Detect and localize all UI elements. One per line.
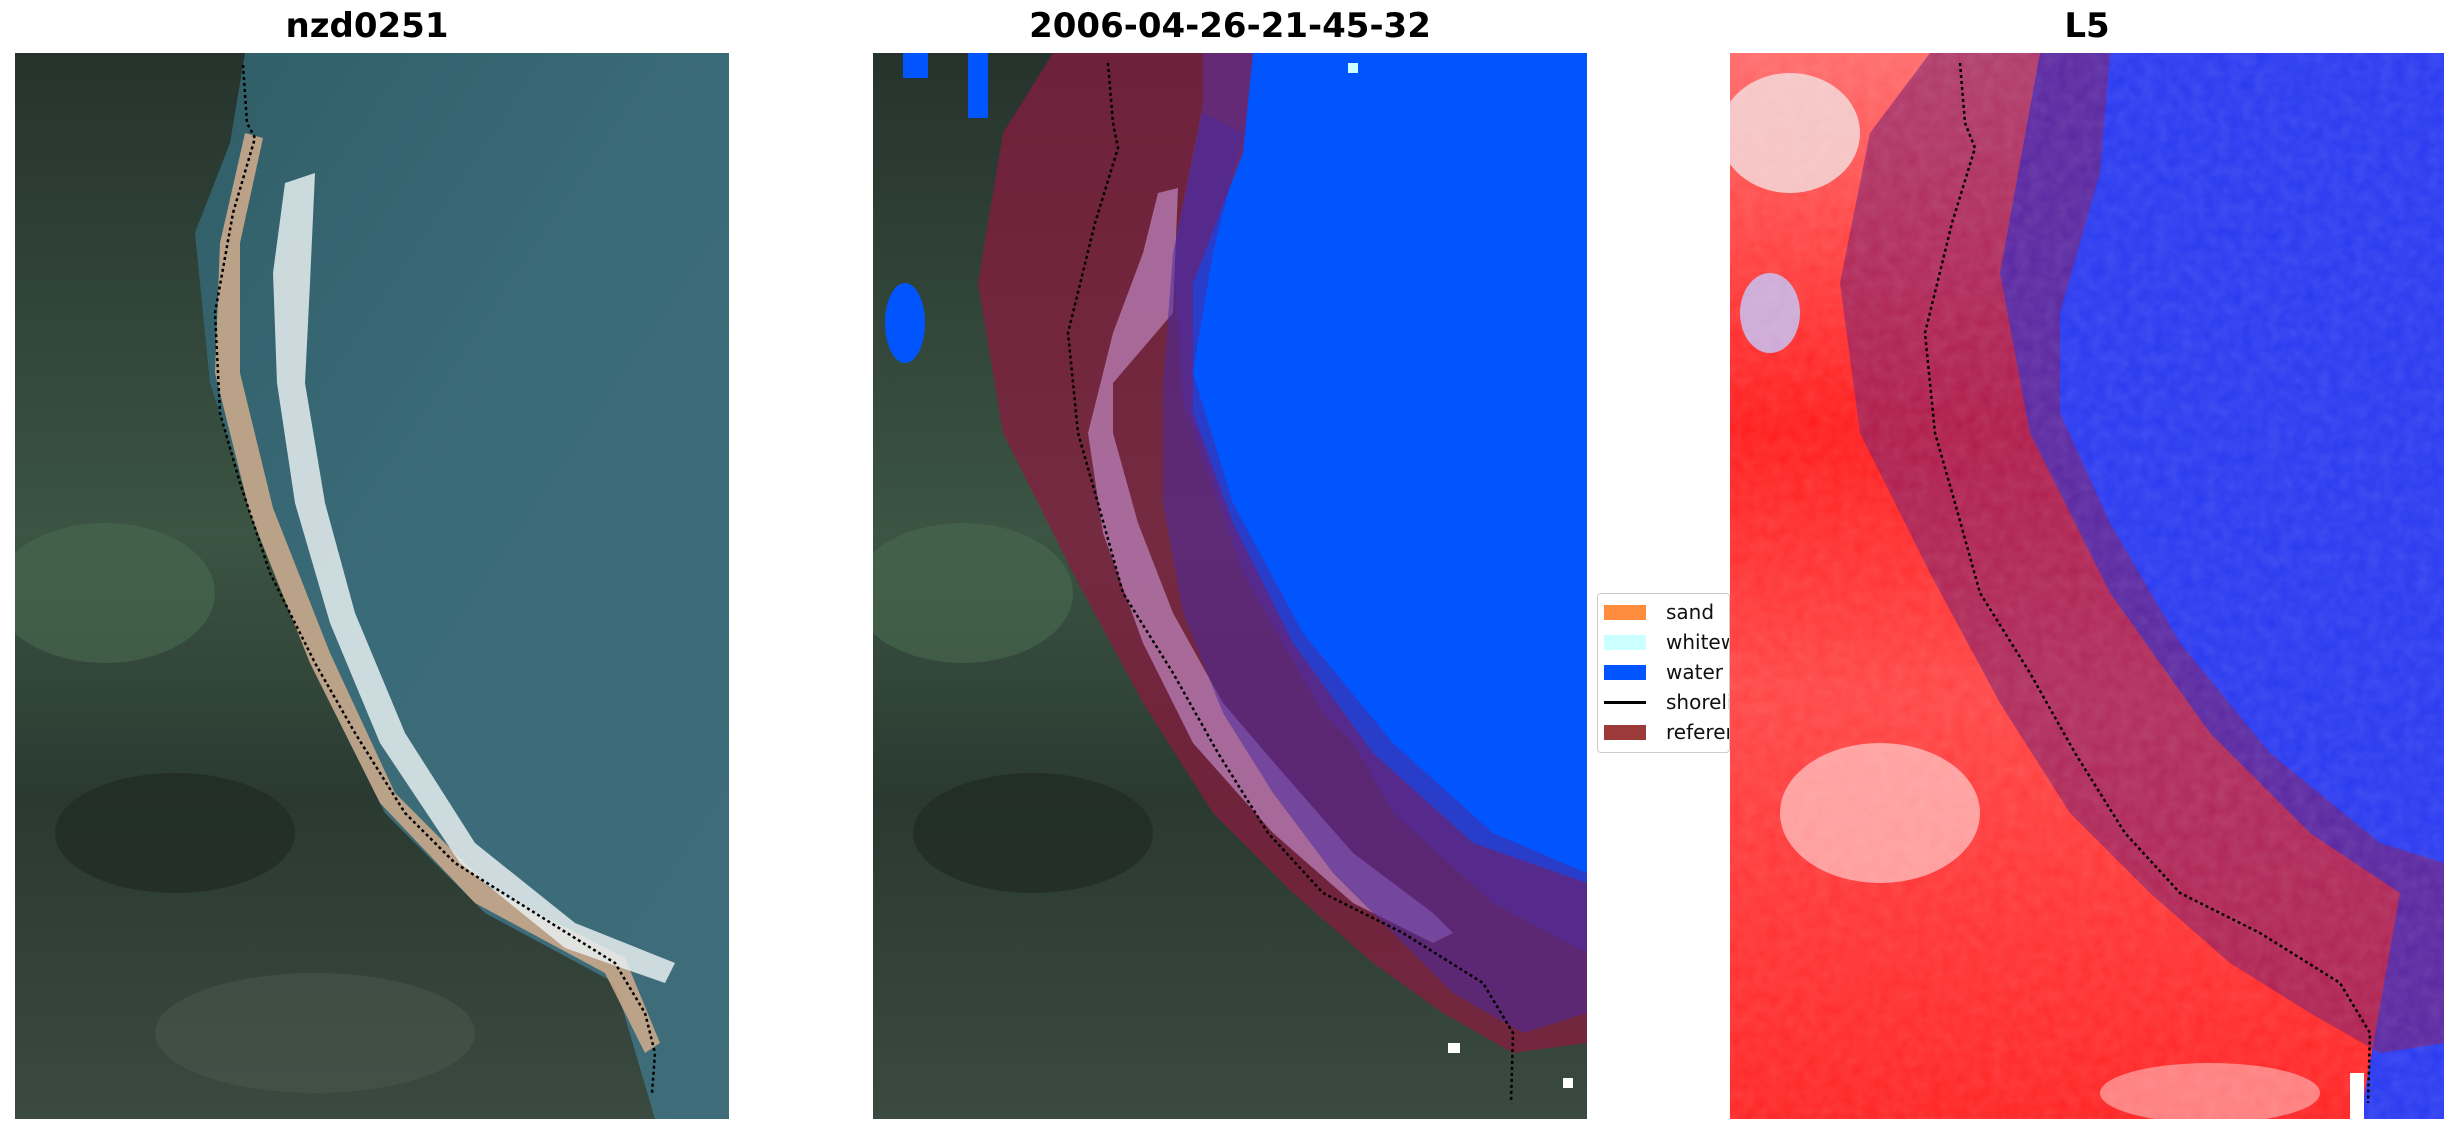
legend-swatch-water xyxy=(1604,664,1646,680)
legend-item-water: water xyxy=(1604,660,1723,684)
panel-title-classification: 2006-04-26-21-45-32 xyxy=(1029,6,1431,46)
legend-label-shoreline: shoreline xyxy=(1666,690,1729,714)
l5-index-image xyxy=(1730,53,2444,1119)
legend-swatch-whitewater xyxy=(1604,634,1646,650)
legend-item-buffer: reference shoreline buffer xyxy=(1604,720,1729,744)
legend-swatch-sand xyxy=(1604,604,1646,620)
legend-item-shoreline: shoreline xyxy=(1604,690,1729,714)
legend-item-sand: sand xyxy=(1604,600,1714,624)
classification-image xyxy=(873,53,1587,1119)
legend-label-sand: sand xyxy=(1666,600,1715,624)
legend-line-shoreline xyxy=(1604,700,1646,704)
shoreline-line xyxy=(213,64,657,1094)
legend-label-buffer: reference shoreline buffer xyxy=(1666,720,1729,744)
legend-swatch-buffer xyxy=(1604,724,1646,740)
panel-title-rgb: nzd0251 xyxy=(285,6,449,46)
legend-label-water: water xyxy=(1666,660,1723,684)
rgb-satellite-image xyxy=(15,53,729,1119)
panel-title-ndwi: L5 xyxy=(2064,6,2110,46)
